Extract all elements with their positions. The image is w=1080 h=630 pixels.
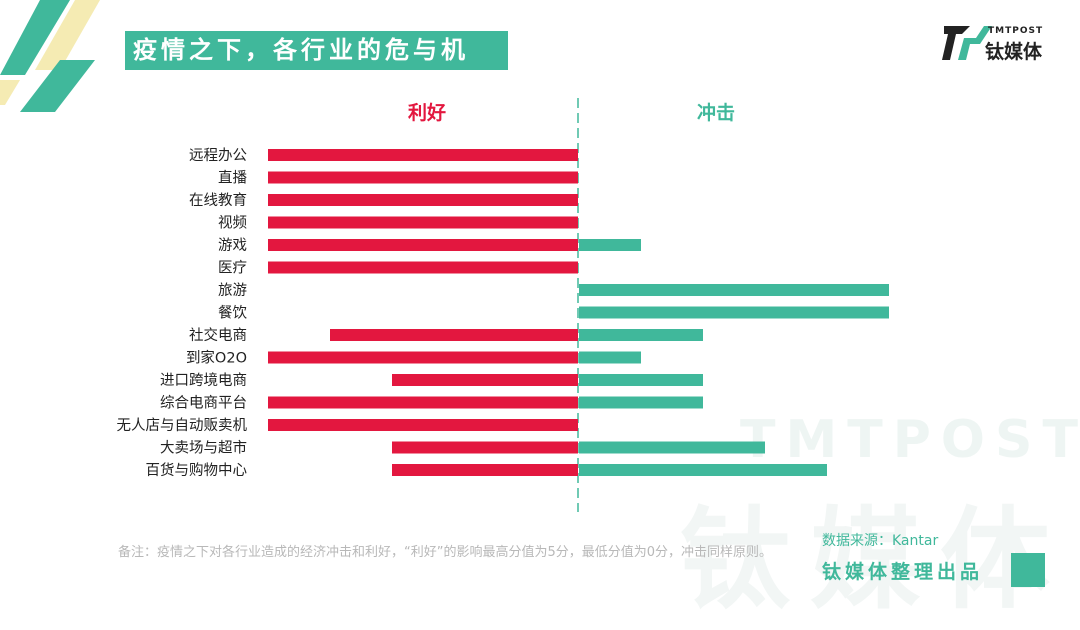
watermark-cn: 钛媒体 bbox=[680, 496, 1070, 624]
category-label: 远程办公 bbox=[189, 147, 247, 164]
bar-positive bbox=[268, 149, 578, 161]
bar-positive bbox=[268, 419, 578, 431]
left-header: 利好 bbox=[408, 101, 446, 124]
bar-negative bbox=[579, 284, 889, 296]
category-label: 综合电商平台 bbox=[160, 395, 247, 412]
bar-positive bbox=[268, 171, 578, 184]
bar-positive bbox=[268, 351, 578, 364]
bar-positive bbox=[392, 374, 578, 386]
brand-label: 钛媒体整理出品 bbox=[822, 561, 984, 583]
bar-negative bbox=[579, 464, 827, 476]
bar-positive bbox=[392, 464, 578, 476]
category-label: 百货与购物中心 bbox=[146, 462, 248, 479]
bar-positive bbox=[268, 216, 578, 229]
logo-main-text: 钛媒体 bbox=[985, 41, 1043, 63]
category-label: 游戏 bbox=[218, 237, 247, 254]
category-label: 社交电商 bbox=[189, 326, 247, 344]
bar-positive bbox=[268, 396, 578, 409]
category-label: 医疗 bbox=[218, 260, 247, 277]
bar-positive bbox=[268, 239, 578, 251]
bar-negative bbox=[579, 396, 703, 409]
category-label: 餐饮 bbox=[218, 305, 247, 322]
bar-positive bbox=[268, 194, 578, 206]
category-label: 大卖场与超市 bbox=[160, 440, 247, 457]
category-label: 进口跨境电商 bbox=[160, 371, 247, 389]
logo-small-text: TMTPOST bbox=[988, 26, 1044, 36]
right-header: 冲击 bbox=[697, 101, 735, 124]
footnote: 备注：疫情之下对各行业造成的经济冲击和利好，“利好”的影响最高分值为5分，最低分… bbox=[118, 545, 773, 560]
bar-positive bbox=[330, 329, 578, 341]
bar-negative bbox=[579, 329, 703, 341]
bar-negative bbox=[579, 306, 889, 319]
bar-negative bbox=[579, 351, 641, 364]
category-label: 视频 bbox=[218, 215, 247, 232]
corner-decoration bbox=[0, 0, 100, 112]
watermark-en: TMTPOST bbox=[740, 410, 1080, 470]
page-title: 疫情之下，各行业的危与机 bbox=[125, 31, 508, 70]
category-label: 在线教育 bbox=[189, 192, 247, 209]
tmtpost-logo-icon bbox=[942, 26, 992, 60]
source-label: 数据来源：Kantar bbox=[822, 533, 939, 549]
category-label: 直播 bbox=[218, 170, 247, 187]
bar-negative bbox=[579, 374, 703, 386]
category-label: 旅游 bbox=[218, 282, 247, 299]
category-label: 到家O2O bbox=[186, 350, 247, 367]
bar-positive bbox=[392, 441, 578, 454]
bar-positive bbox=[268, 261, 578, 274]
brand-square bbox=[1011, 553, 1045, 587]
bar-negative bbox=[579, 239, 641, 251]
bar-negative bbox=[579, 441, 765, 454]
category-label: 无人店与自动贩卖机 bbox=[117, 417, 248, 434]
